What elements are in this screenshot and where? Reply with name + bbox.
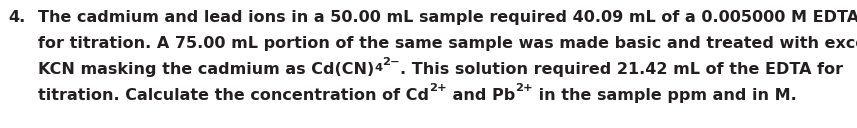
- Text: and Pb: and Pb: [446, 88, 515, 103]
- Text: for titration. A 75.00 mL portion of the same sample was made basic and treated : for titration. A 75.00 mL portion of the…: [38, 36, 857, 51]
- Text: The cadmium and lead ions in a 50.00 mL sample required 40.09 mL of a 0.005000 M: The cadmium and lead ions in a 50.00 mL …: [38, 10, 857, 25]
- Text: KCN masking the cadmium as Cd(CN): KCN masking the cadmium as Cd(CN): [38, 62, 375, 77]
- Text: in the sample ppm and in M.: in the sample ppm and in M.: [533, 88, 796, 103]
- Text: 2+: 2+: [429, 83, 446, 93]
- Text: 4: 4: [375, 63, 382, 73]
- Text: . This solution required 21.42 mL of the EDTA for: . This solution required 21.42 mL of the…: [400, 62, 843, 77]
- Text: 4.: 4.: [8, 10, 25, 25]
- Text: 2+: 2+: [515, 83, 533, 93]
- Text: titration. Calculate the concentration of Cd: titration. Calculate the concentration o…: [38, 88, 429, 103]
- Text: 2−: 2−: [382, 57, 400, 67]
